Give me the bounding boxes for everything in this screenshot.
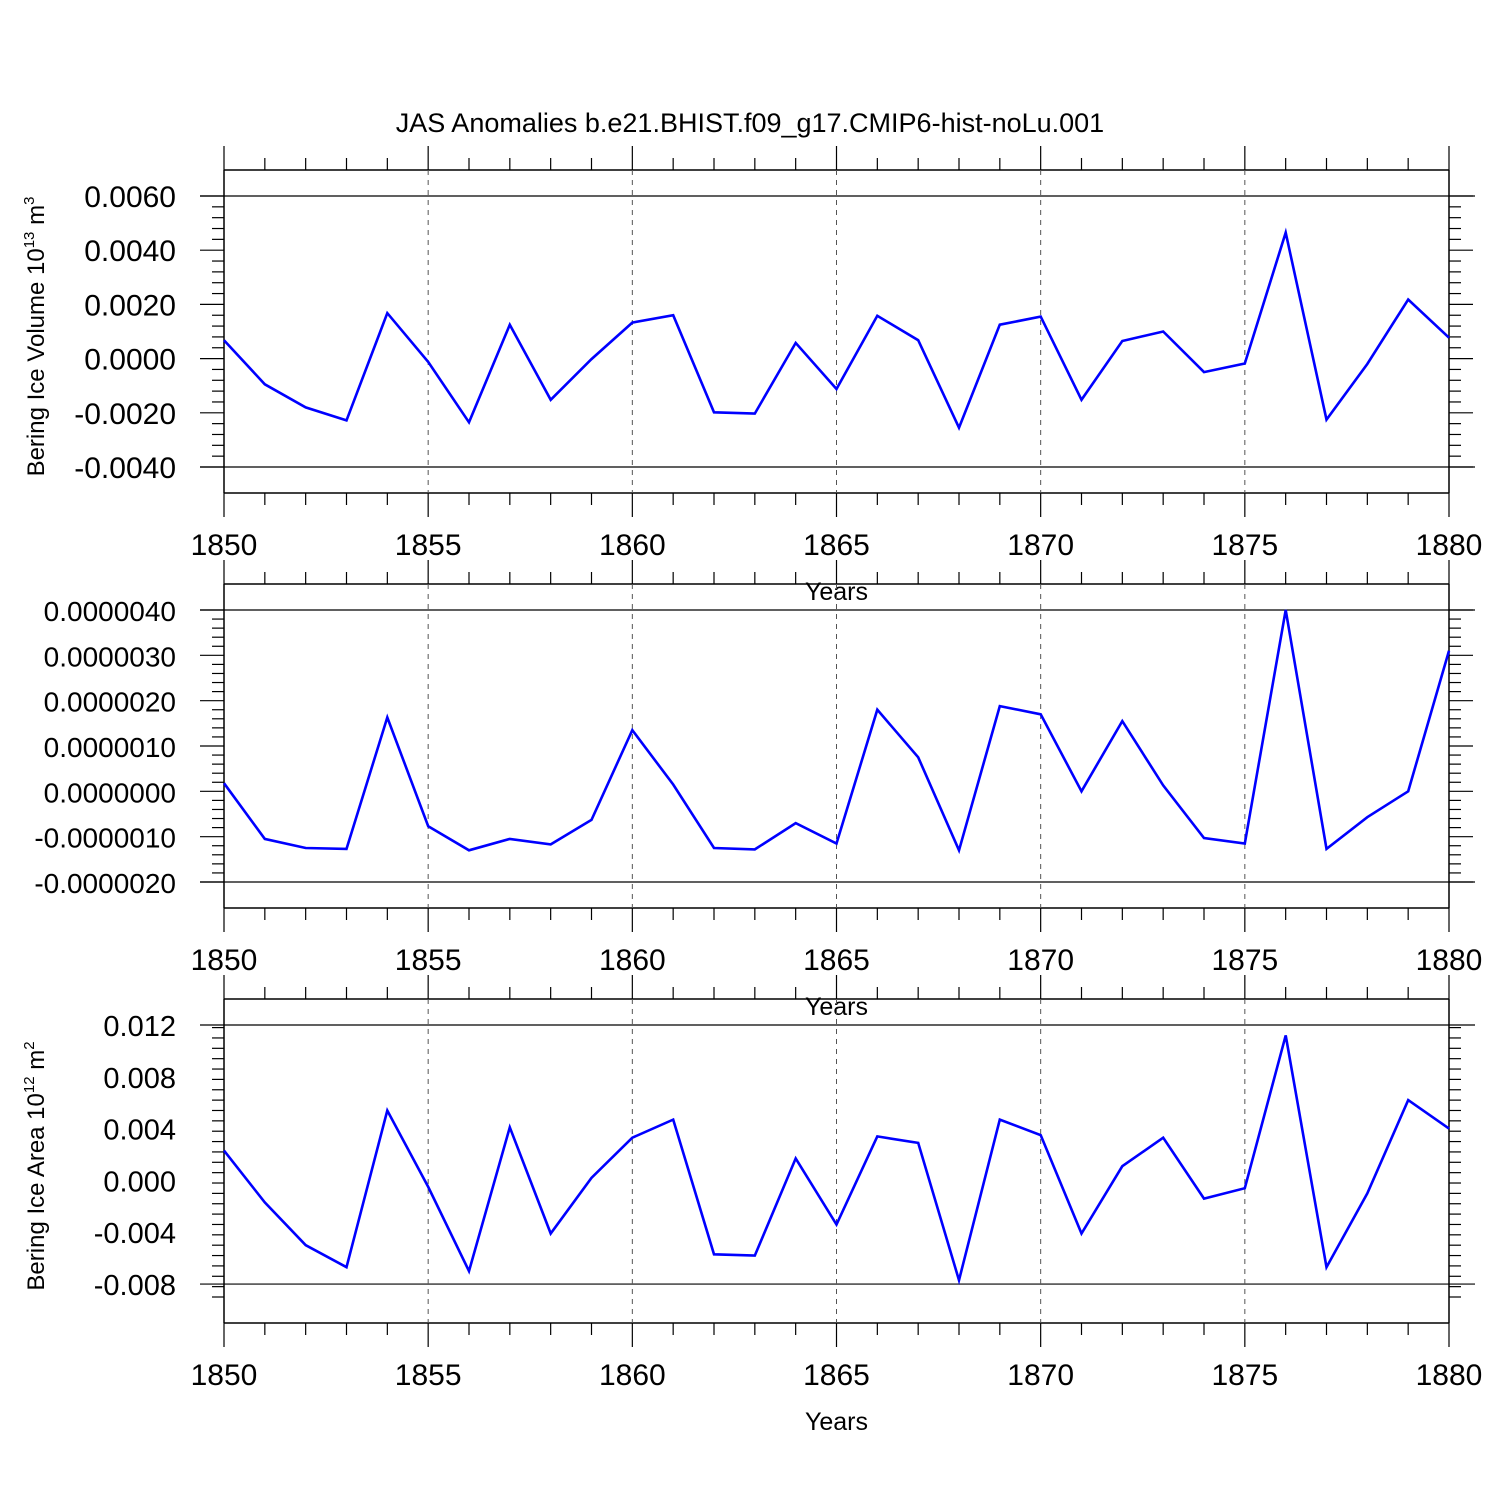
panel-1: 1850 1855 1860 1865 1870 1875 1880Years-0.0040… xyxy=(21,146,1482,606)
y-tick-label: -0.0000020 xyxy=(34,868,176,899)
y-tick-label: 0.0060 xyxy=(84,181,176,214)
y-tick-label: 0.004 xyxy=(103,1115,176,1147)
panel-3: 1850 1855 1860 1865 1870 1875 1880 Years -0.008 -… xyxy=(21,975,1482,1436)
y-tick-label: 0.012 xyxy=(103,1011,176,1043)
y-tick-label: 0.0000010 xyxy=(44,732,176,763)
y-tick-label: 0.0000020 xyxy=(44,687,176,718)
x-tick-label: 1875 xyxy=(1211,529,1278,562)
x-tick-label: 1865 xyxy=(803,944,870,977)
y-tick-label: 0.0000030 xyxy=(44,641,176,672)
x-tick-label: 1855 xyxy=(395,1359,462,1392)
x-tick-label: 1860 xyxy=(599,1359,666,1392)
y-tick-label: -0.0000010 xyxy=(34,823,176,854)
y-tick-label: -0.0040 xyxy=(74,452,176,485)
y-tick-label: 0.0040 xyxy=(84,235,176,268)
panel-2: 1850 1855 1860 1865 1870 1875 1880Years-0.0000… xyxy=(34,560,1482,1021)
x-tick-label: 1870 xyxy=(1007,529,1074,562)
x-tick-label: 1860 xyxy=(599,944,666,977)
x-tick-label: 1855 xyxy=(395,944,462,977)
x-tick-label: 1880 xyxy=(1416,944,1483,977)
y-tick-label: -0.004 xyxy=(94,1218,176,1250)
y-tick-label: 0.0000000 xyxy=(44,777,176,808)
x-tick-label: 1880 xyxy=(1416,529,1483,562)
x-tick-label: 1880 xyxy=(1416,1359,1483,1392)
x-tick-label: 1870 xyxy=(1007,944,1074,977)
x-axis-title: Years xyxy=(805,1408,868,1436)
x-tick-label: 1850 xyxy=(191,944,258,977)
x-tick-label: 1860 xyxy=(599,529,666,562)
y-tick-label: -0.0020 xyxy=(74,398,176,431)
x-tick-label: 1855 xyxy=(395,529,462,562)
x-tick-label: 1865 xyxy=(803,529,870,562)
x-tick-label: 1850 xyxy=(191,1359,258,1392)
y-axis-title: Bering Ice Area 1012 m2 xyxy=(21,1041,50,1290)
y-tick-label: -0.008 xyxy=(94,1270,176,1302)
x-tick-label: 1865 xyxy=(803,1359,870,1392)
y-tick-label: 0.0000 xyxy=(84,344,176,377)
x-tick-label: 1875 xyxy=(1211,1359,1278,1392)
y-tick-label: 0.0020 xyxy=(84,289,176,322)
y-axis-title: Bering Ice Volume 1013 m3 xyxy=(21,197,50,477)
chart-panels: 1850 1855 1860 1865 1870 1875 1880Years-0.0040… xyxy=(21,146,1482,1436)
x-tick-label: 1875 xyxy=(1211,944,1278,977)
y-tick-label: 0.000 xyxy=(103,1166,176,1198)
y-tick-label: 0.0000040 xyxy=(44,596,176,627)
x-tick-label: 1870 xyxy=(1007,1359,1074,1392)
x-tick-label: 1850 xyxy=(191,529,258,562)
figure-title: JAS Anomalies b.e21.BHIST.f09_g17.CMIP6-… xyxy=(396,108,1104,138)
y-tick-label: 0.008 xyxy=(103,1063,176,1095)
